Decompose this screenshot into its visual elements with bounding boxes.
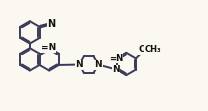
Text: N: N [112,65,120,74]
Text: =N: =N [109,54,123,63]
Text: =N: =N [41,43,56,52]
Text: CH₃: CH₃ [144,45,161,54]
Text: N: N [75,60,83,69]
Text: N: N [47,19,56,29]
Text: N: N [95,60,102,69]
Text: O: O [138,45,146,54]
Text: N: N [112,54,120,63]
